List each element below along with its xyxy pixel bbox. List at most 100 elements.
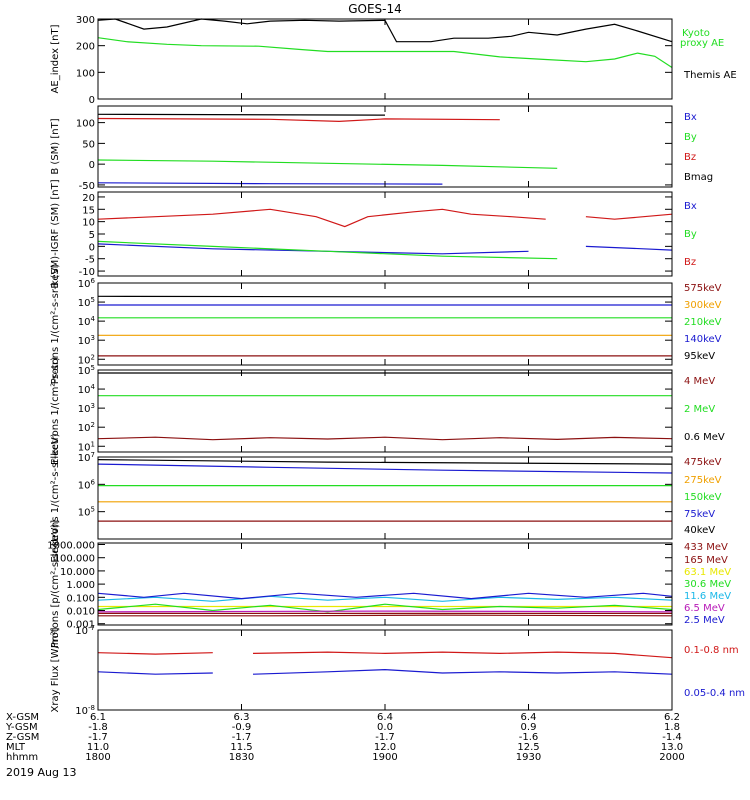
legend-label: 210keV bbox=[684, 317, 722, 328]
y-tick-label: 100.000 bbox=[54, 554, 95, 565]
y-tick-label: 106 bbox=[78, 478, 96, 491]
y-tick-label: 107 bbox=[78, 451, 95, 464]
series-line-protons_high-5 bbox=[97, 610, 673, 613]
series-line-protons_high-0 bbox=[98, 614, 673, 617]
series-line-bigrf-0-seg0 bbox=[97, 243, 529, 255]
legend-label: Bmag bbox=[684, 172, 713, 183]
series-line-xray-0-seg0 bbox=[97, 652, 213, 655]
legend-label: 2.5 MeV bbox=[684, 615, 725, 626]
chart-title: GOES-14 bbox=[348, 2, 402, 16]
legend-label: 2 MeV bbox=[684, 404, 715, 415]
legend-label: 95keV bbox=[684, 351, 715, 362]
x-row-label: Z-GSM bbox=[6, 732, 39, 743]
y-tick-label: 0.001 bbox=[66, 620, 95, 631]
panel-frame bbox=[97, 191, 673, 277]
x-row-label: hhmm bbox=[6, 752, 38, 763]
y-tick-label: 10-7 bbox=[75, 624, 95, 637]
legend-label: 165 MeV bbox=[684, 555, 728, 566]
y-tick-label: 103 bbox=[78, 334, 95, 347]
legend-label: 433 MeV bbox=[684, 542, 728, 553]
legend-label: 0.6 MeV bbox=[684, 432, 725, 443]
panel-protons_high: 0.001 0.010 0.100 1.000 10.000 100.000 1000.00… bbox=[47, 520, 731, 648]
series-line-xray-0-seg1 bbox=[252, 651, 673, 659]
legend-label: 150keV bbox=[684, 492, 722, 503]
x-tick-label: -1.7 bbox=[88, 732, 108, 743]
y-tick-label: 50 bbox=[82, 139, 95, 150]
x-tick-label: 11.0 bbox=[87, 742, 109, 753]
y-tick-label: 200 bbox=[76, 42, 95, 53]
x-tick-label: 6.4 bbox=[377, 712, 393, 723]
x-tick-label: 13.0 bbox=[661, 742, 683, 753]
y-tick-label: 106 bbox=[78, 277, 96, 290]
x-tick-label: 6.1 bbox=[90, 712, 106, 723]
legend-label: Themis AE bbox=[683, 70, 737, 81]
y-tick-label: 105 bbox=[78, 296, 95, 309]
legend-label: 575keV bbox=[684, 283, 722, 294]
x-tick-label: 1900 bbox=[372, 752, 397, 763]
y-axis-label: B (SM) [nT] bbox=[50, 118, 61, 174]
y-tick-label: 100 bbox=[76, 68, 95, 79]
series-line-bsm-2 bbox=[97, 117, 500, 123]
series-line-bsm-0 bbox=[97, 182, 443, 185]
y-tick-label: 1.000 bbox=[66, 580, 95, 591]
series-line-electrons_kev-4 bbox=[97, 459, 673, 465]
series-line-ae-0 bbox=[97, 37, 673, 69]
y-tick-label: 105 bbox=[78, 506, 95, 519]
x-tick-label: 6.4 bbox=[521, 712, 537, 723]
series-line-protons_high-3 bbox=[97, 603, 673, 613]
y-tick-label: -10 bbox=[79, 267, 95, 278]
legend-label: 30.6 MeV bbox=[684, 579, 731, 590]
x-tick-label: -1.8 bbox=[88, 722, 108, 733]
x-axis-table: X-GSMY-GSMZ-GSMMLThhmm6.1-1.8-1.711.0180… bbox=[5, 712, 685, 763]
x-row-label: MLT bbox=[6, 742, 26, 753]
y-tick-label: 0.010 bbox=[66, 607, 95, 618]
panel-frame bbox=[97, 282, 673, 366]
y-tick-label: 1000.000 bbox=[47, 541, 95, 552]
series-line-bsm-1 bbox=[97, 159, 558, 169]
y-axis-label: Protons [p/(cm²-s-sr-keV)] bbox=[50, 520, 61, 648]
x-tick-label: 12.0 bbox=[374, 742, 396, 753]
y-axis-label: Protons 1/(cm²-s-sr-keV) bbox=[50, 264, 61, 385]
series-line-bigrf-2-seg0 bbox=[97, 208, 546, 228]
x-tick-label: -1.6 bbox=[519, 732, 539, 743]
series-line-xray-1-seg1 bbox=[252, 668, 673, 675]
y-tick-label: 0 bbox=[89, 242, 95, 253]
legend-label: 6.5 MeV bbox=[684, 603, 725, 614]
series-line-electrons_kev-3 bbox=[97, 463, 673, 474]
y-tick-label: 20 bbox=[82, 193, 95, 204]
x-tick-label: 1930 bbox=[516, 752, 541, 763]
panel-electrons_kev: 105 106 107 Electrons 1/(cm²-s-sr-keV) 475ke… bbox=[50, 433, 722, 562]
legend-label: Bz bbox=[684, 257, 696, 268]
x-row-label: X-GSM bbox=[6, 712, 39, 723]
series-line-protons_high-4 bbox=[97, 595, 673, 602]
x-tick-label: 2000 bbox=[659, 752, 684, 763]
x-tick-label: 0.0 bbox=[377, 722, 393, 733]
y-tick-label: 300 bbox=[76, 15, 95, 26]
y-tick-label: 105 bbox=[78, 364, 95, 377]
date-label: 2019 Aug 13 bbox=[6, 766, 76, 779]
legend-label: Bz bbox=[684, 152, 696, 163]
y-tick-label: 102 bbox=[78, 421, 95, 434]
y-tick-label: 104 bbox=[78, 315, 96, 328]
panel-frame bbox=[97, 369, 673, 453]
y-tick-label: 10 bbox=[82, 218, 95, 229]
y-axis-label: Electrons 1/(cm²-s-sr) bbox=[50, 357, 61, 465]
panel-frame bbox=[97, 542, 673, 626]
series-line-bigrf-2-seg1 bbox=[585, 213, 673, 220]
panel-bsm: -50 0 50 100 B (SM) [nT] Bx By Bz Bmag bbox=[50, 105, 713, 192]
legend-label: 0.1-0.8 nm bbox=[684, 645, 739, 656]
x-tick-label: 6.3 bbox=[234, 712, 250, 723]
legend-label: proxy AE bbox=[680, 38, 724, 49]
legend-label: 300keV bbox=[684, 300, 722, 311]
series-line-electrons_mev-0 bbox=[97, 436, 673, 441]
legend-label: By bbox=[684, 132, 697, 143]
x-tick-label: 0.9 bbox=[521, 722, 537, 733]
legend-label: Kyoto bbox=[682, 28, 710, 39]
panel-frame bbox=[97, 105, 673, 188]
x-tick-label: 1800 bbox=[85, 752, 110, 763]
